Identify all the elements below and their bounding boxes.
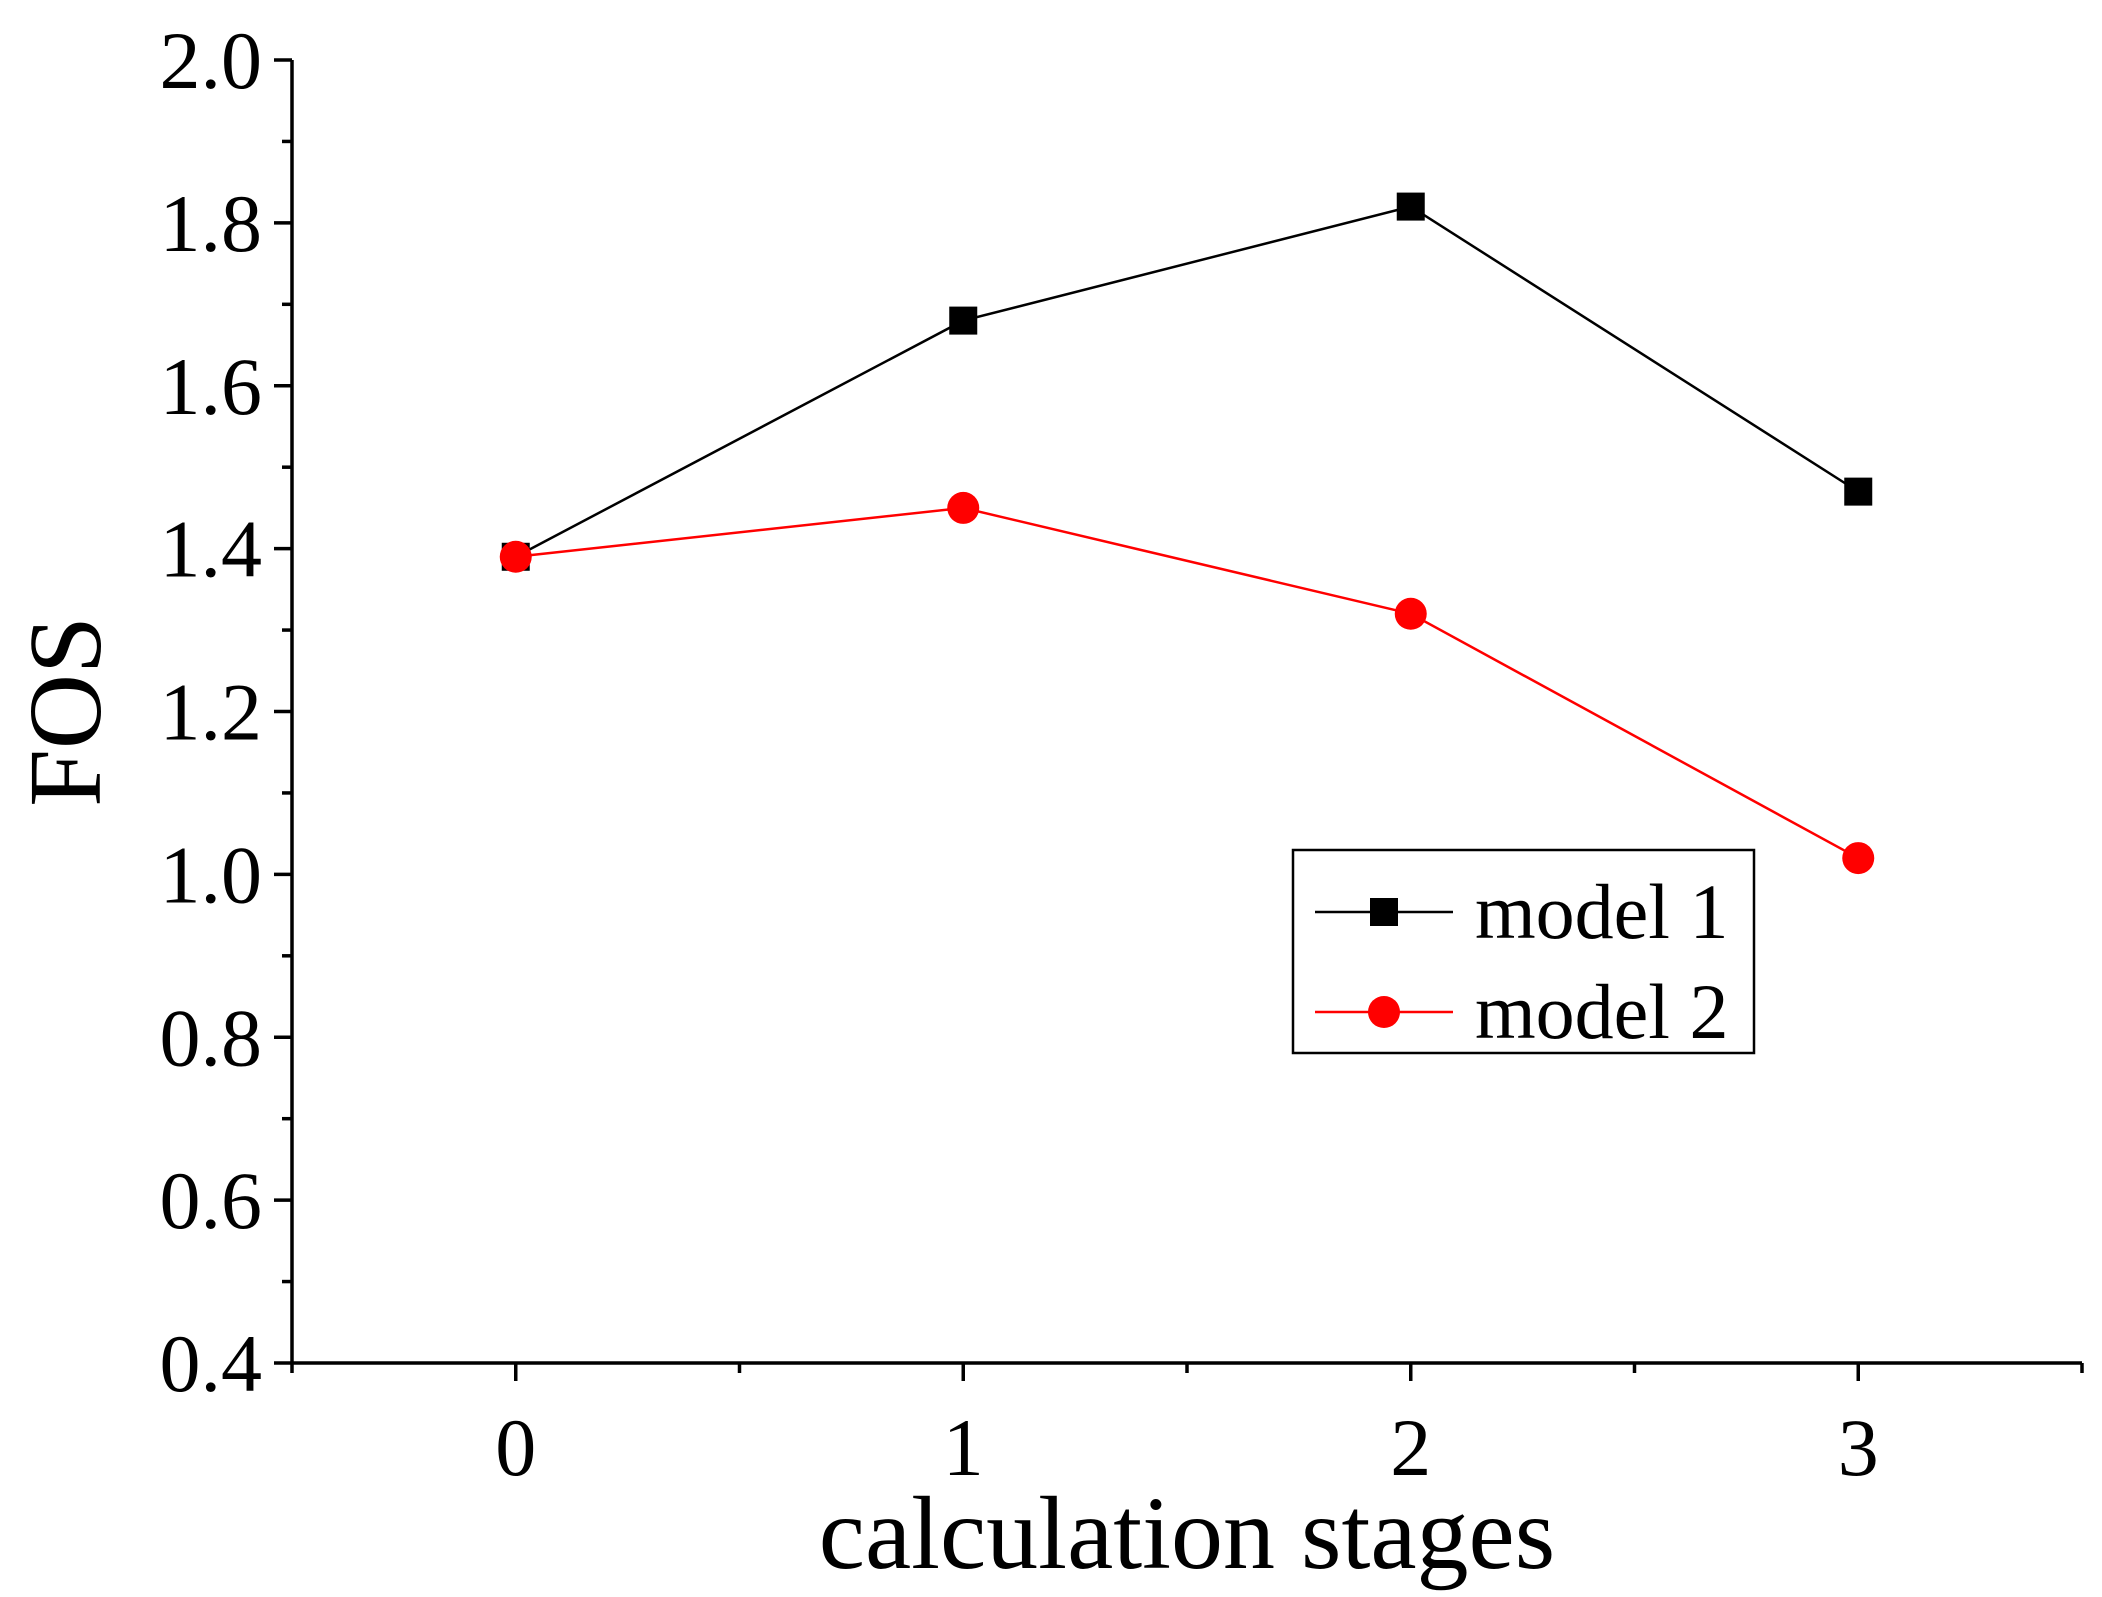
data-point <box>1396 192 1425 221</box>
series-line <box>515 506 1859 860</box>
legend: model 1 model 2 <box>1291 848 1756 1055</box>
legend-item: model 2 <box>1315 968 1728 1055</box>
axes: 0.4 0.6 0.8 1.0 1.2 1.4 1.6 1.8 2.0 0 1 2 3 <box>160 15 2084 1493</box>
series-2 <box>499 491 1875 875</box>
data-point <box>949 306 978 335</box>
data-point <box>1844 477 1873 506</box>
x-tick-label: 1 <box>943 1402 984 1493</box>
legend-label: model 2 <box>1475 968 1728 1055</box>
y-tick-label: 1.8 <box>160 178 263 269</box>
legend-label: model 1 <box>1475 868 1728 955</box>
x-axis-label: calculation stages <box>819 1476 1555 1591</box>
legend-marker <box>1370 898 1398 926</box>
y-tick-label: 0.4 <box>160 1318 263 1409</box>
y-tick-label: 0.6 <box>160 1155 263 1246</box>
legend-item: model 1 <box>1315 868 1728 955</box>
x-tick-label: 3 <box>1838 1402 1879 1493</box>
series-layer <box>499 192 1875 875</box>
series-line <box>515 205 1859 558</box>
x-tick-label: 2 <box>1390 1402 1431 1493</box>
data-point <box>1842 842 1875 875</box>
y-tick-label: 1.4 <box>160 504 263 595</box>
y-tick-label: 1.0 <box>160 829 263 920</box>
data-point <box>499 540 532 573</box>
legend-marker <box>1368 996 1400 1028</box>
series-1 <box>501 192 1873 571</box>
data-point <box>1394 597 1427 630</box>
y-tick-label: 2.0 <box>160 15 263 106</box>
y-tick-label: 1.2 <box>160 667 263 758</box>
data-point <box>947 491 980 524</box>
x-tick-label: 0 <box>495 1402 536 1493</box>
y-tick-label: 1.6 <box>160 341 263 432</box>
y-tick-label: 0.8 <box>160 992 263 1083</box>
y-axis-label: FOS <box>8 616 123 807</box>
